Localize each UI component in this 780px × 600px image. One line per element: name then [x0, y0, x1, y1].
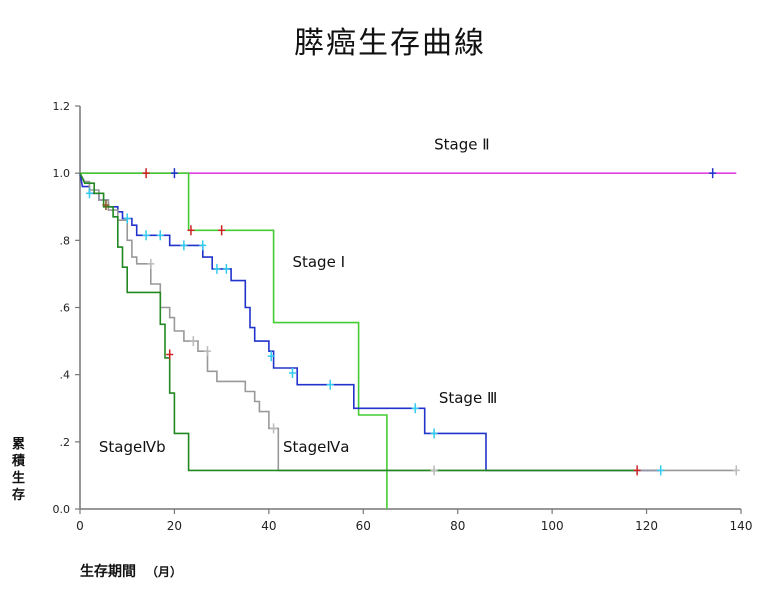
x-tick-label: 120: [635, 519, 658, 533]
x-tick-label: 80: [450, 519, 465, 533]
y-tick-label: .4: [60, 369, 71, 382]
censor-mark: [709, 168, 717, 179]
censor-mark: [657, 465, 665, 476]
censor-mark: [85, 188, 93, 199]
series-line-2: [80, 172, 388, 509]
y-tick-label: 1.2: [53, 100, 71, 113]
y-tick-label: .6: [60, 302, 71, 315]
x-tick-label: 40: [261, 519, 276, 533]
y-tick-label: .8: [60, 234, 71, 247]
censor-mark: [213, 263, 221, 274]
x-tick-label: 100: [541, 519, 564, 533]
censor-mark: [218, 225, 226, 236]
censor-mark: [203, 346, 211, 357]
series-label-1: Stage Ⅱ: [434, 136, 490, 154]
censor-mark: [189, 336, 197, 347]
censor-mark: [222, 263, 230, 274]
censor-mark: [166, 349, 174, 360]
y-axis-label: 累積生存: [12, 437, 26, 503]
censor-mark: [326, 379, 334, 390]
x-axis-label-text: 生存期間: [80, 564, 136, 580]
series-line-4: [79, 172, 737, 472]
censor-mark: [411, 403, 419, 414]
censor-mark: [633, 465, 641, 476]
censor-marks: [85, 168, 740, 476]
censor-mark: [288, 367, 296, 378]
censor-mark: [142, 230, 150, 241]
censor-mark: [156, 230, 164, 241]
censor-mark: [180, 240, 188, 251]
censor-mark: [123, 213, 131, 224]
series-label-2: Stage Ⅰ: [292, 253, 345, 271]
censor-mark: [732, 465, 740, 476]
x-tick-label: 0: [76, 519, 84, 533]
censor-mark: [147, 258, 155, 269]
series-layer: [79, 172, 737, 509]
censor-mark: [270, 423, 278, 434]
censor-mark: [102, 200, 110, 211]
x-axis-label: 生存期間 （月）: [80, 561, 182, 581]
censor-mark: [142, 168, 150, 179]
series-label-5: StageⅣb: [99, 438, 166, 456]
x-axis-label-unit: （月）: [146, 565, 183, 579]
y-tick-label: 0.0: [53, 503, 71, 516]
series-line-5: [79, 172, 638, 472]
x-tick-label: 140: [730, 519, 753, 533]
censor-mark: [199, 240, 207, 251]
series-label-3: Stage Ⅲ: [439, 389, 497, 407]
axes: 0.0 .2 .4 .6 .8 1.0 1.2 0 20 40 60 80 100 120 140: [53, 100, 753, 533]
y-tick-label: .2: [60, 436, 71, 449]
censor-mark: [430, 465, 438, 476]
series-label-4: StageⅣa: [283, 438, 349, 456]
series-labels: Stage Ⅱ Stage Ⅰ Stage Ⅲ StageⅣa StageⅣb: [99, 136, 497, 456]
x-tick-label: 20: [167, 519, 182, 533]
series-line-3: [79, 173, 661, 472]
chart-title: 膵癌生存曲線: [294, 26, 486, 61]
x-tick-label: 60: [356, 519, 371, 533]
censor-mark: [170, 168, 178, 179]
censor-mark: [187, 225, 195, 236]
censor-mark: [430, 428, 438, 439]
censor-mark: [267, 351, 275, 362]
y-tick-label: 1.0: [53, 167, 71, 180]
